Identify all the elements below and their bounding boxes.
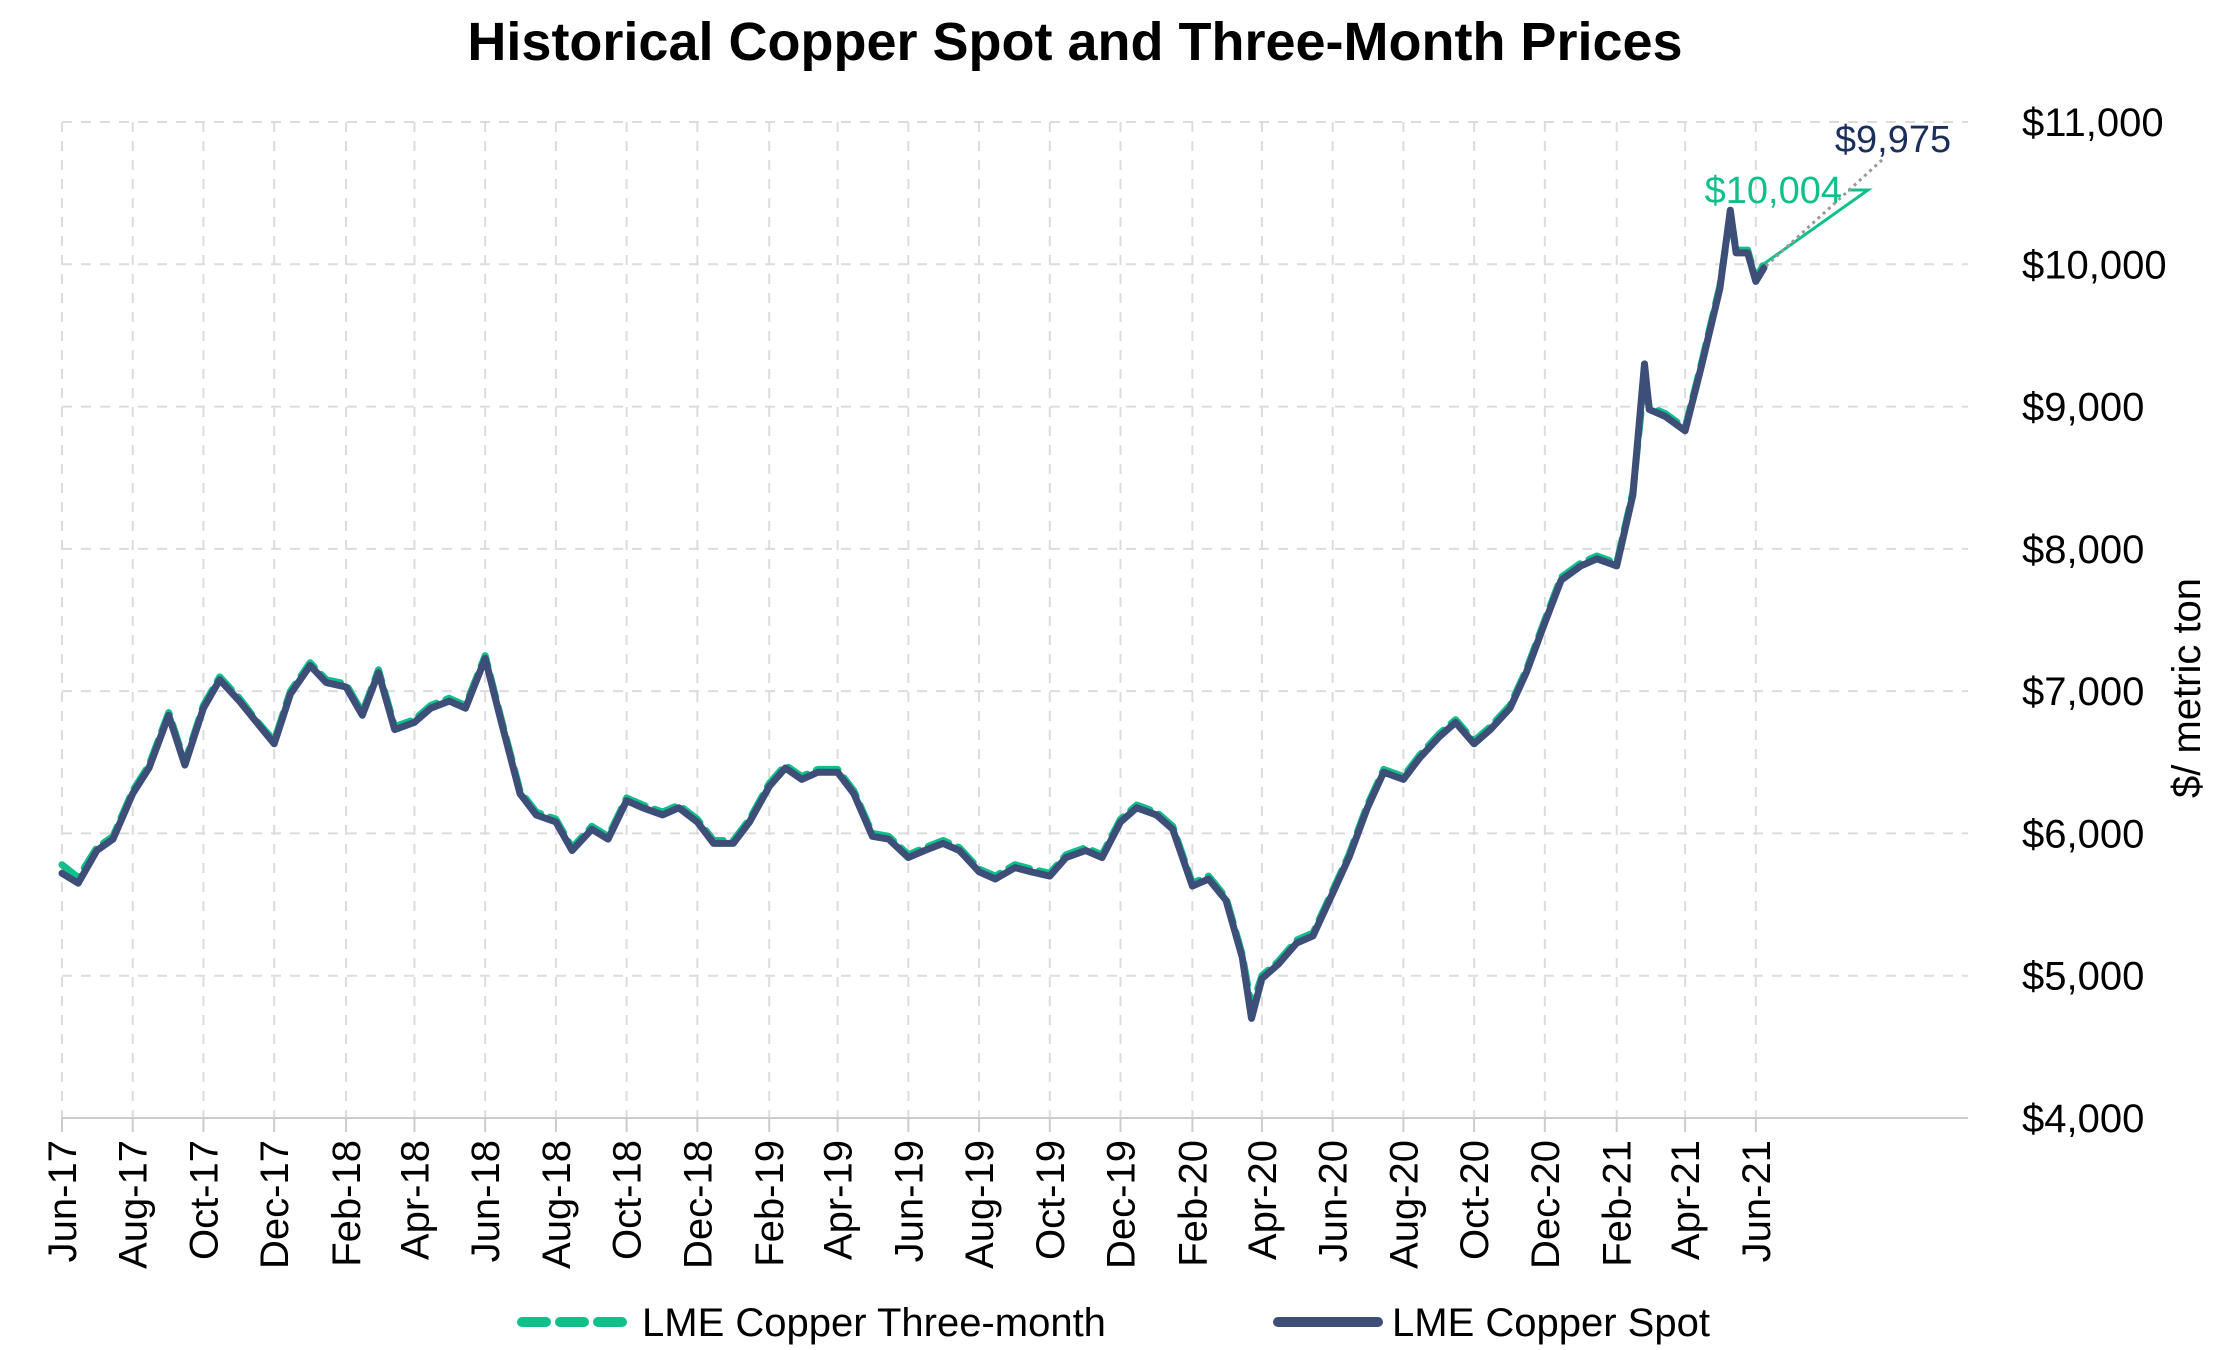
end-value-annotations: $10,004 $9,975	[1705, 119, 1951, 269]
x-tick-label: Oct-20	[1453, 1140, 1497, 1260]
x-tick-label: Apr-19	[817, 1140, 861, 1260]
series-line-spot	[58, 206, 1768, 1022]
x-tick-label: Jun-19	[887, 1140, 931, 1262]
legend-label-three-month: LME Copper Three-month	[642, 1301, 1106, 1345]
y-tick-label: $5,000	[2022, 955, 2144, 999]
gridlines	[61, 121, 1968, 1119]
x-tick-label: Dec-18	[676, 1140, 720, 1269]
legend-item-three-month: LME Copper Three-month	[517, 1301, 1106, 1345]
legend-item-spot: LME Copper Spot	[1273, 1301, 1710, 1345]
annotation-leader-three-month	[1763, 188, 1873, 265]
x-tick-label: Aug-18	[535, 1140, 579, 1269]
x-tick-label: Jun-18	[464, 1140, 508, 1262]
x-tick-label: Feb-20	[1171, 1140, 1215, 1267]
x-tick-label: Feb-19	[748, 1140, 792, 1267]
x-tick-label: Dec-17	[253, 1140, 297, 1269]
x-tick-label: Aug-19	[958, 1140, 1002, 1269]
x-tick-label: Apr-20	[1241, 1140, 1285, 1260]
x-tick-label: Apr-18	[393, 1140, 437, 1260]
x-tick-label: Dec-19	[1100, 1140, 1144, 1269]
y-tick-label: $10,000	[2022, 243, 2167, 287]
y-tick-label: $8,000	[2022, 528, 2144, 572]
x-tick-label: Jun-20	[1312, 1140, 1356, 1262]
legend-label-spot: LME Copper Spot	[1392, 1301, 1710, 1345]
x-tick-label: Oct-18	[606, 1140, 650, 1260]
x-tick-label: Apr-21	[1664, 1140, 1708, 1260]
x-tick-label: Oct-19	[1029, 1140, 1073, 1260]
legend: LME Copper Three-month LME Copper Spot	[517, 1301, 1710, 1345]
y-tick-label: $9,000	[2022, 386, 2144, 430]
y-tick-label: $7,000	[2022, 670, 2144, 714]
y-axis-label: $/ metric ton	[2165, 578, 2209, 798]
x-tick-label: Oct-17	[182, 1140, 226, 1260]
x-tick-label: Feb-18	[325, 1140, 369, 1267]
x-tick-label: Jun-21	[1735, 1140, 1779, 1262]
annotation-label-three-month: $10,004	[1705, 170, 1842, 212]
x-tick-label: Dec-20	[1524, 1140, 1568, 1269]
y-tick-label: $6,000	[2022, 812, 2144, 856]
axes: $4,000 $5,000 $6,000 $7,000 $8,000 $9,000 $10,…	[41, 101, 2167, 1269]
series-line-three-month	[58, 211, 1768, 1011]
y-tick-label: $11,000	[2022, 101, 2164, 145]
annotation-label-spot: $9,975	[1835, 119, 1951, 161]
x-tick-label: Jun-17	[41, 1140, 85, 1262]
chart-title: Historical Copper Spot and Three-Month P…	[467, 12, 1682, 72]
x-tick-label: Feb-21	[1596, 1140, 1640, 1267]
y-tick-label: $4,000	[2022, 1097, 2144, 1141]
series-lines	[58, 206, 1768, 1022]
x-tick-label: Aug-17	[112, 1140, 156, 1269]
x-tick-label: Aug-20	[1382, 1140, 1426, 1269]
annotation-leader-spot	[1762, 158, 1884, 269]
